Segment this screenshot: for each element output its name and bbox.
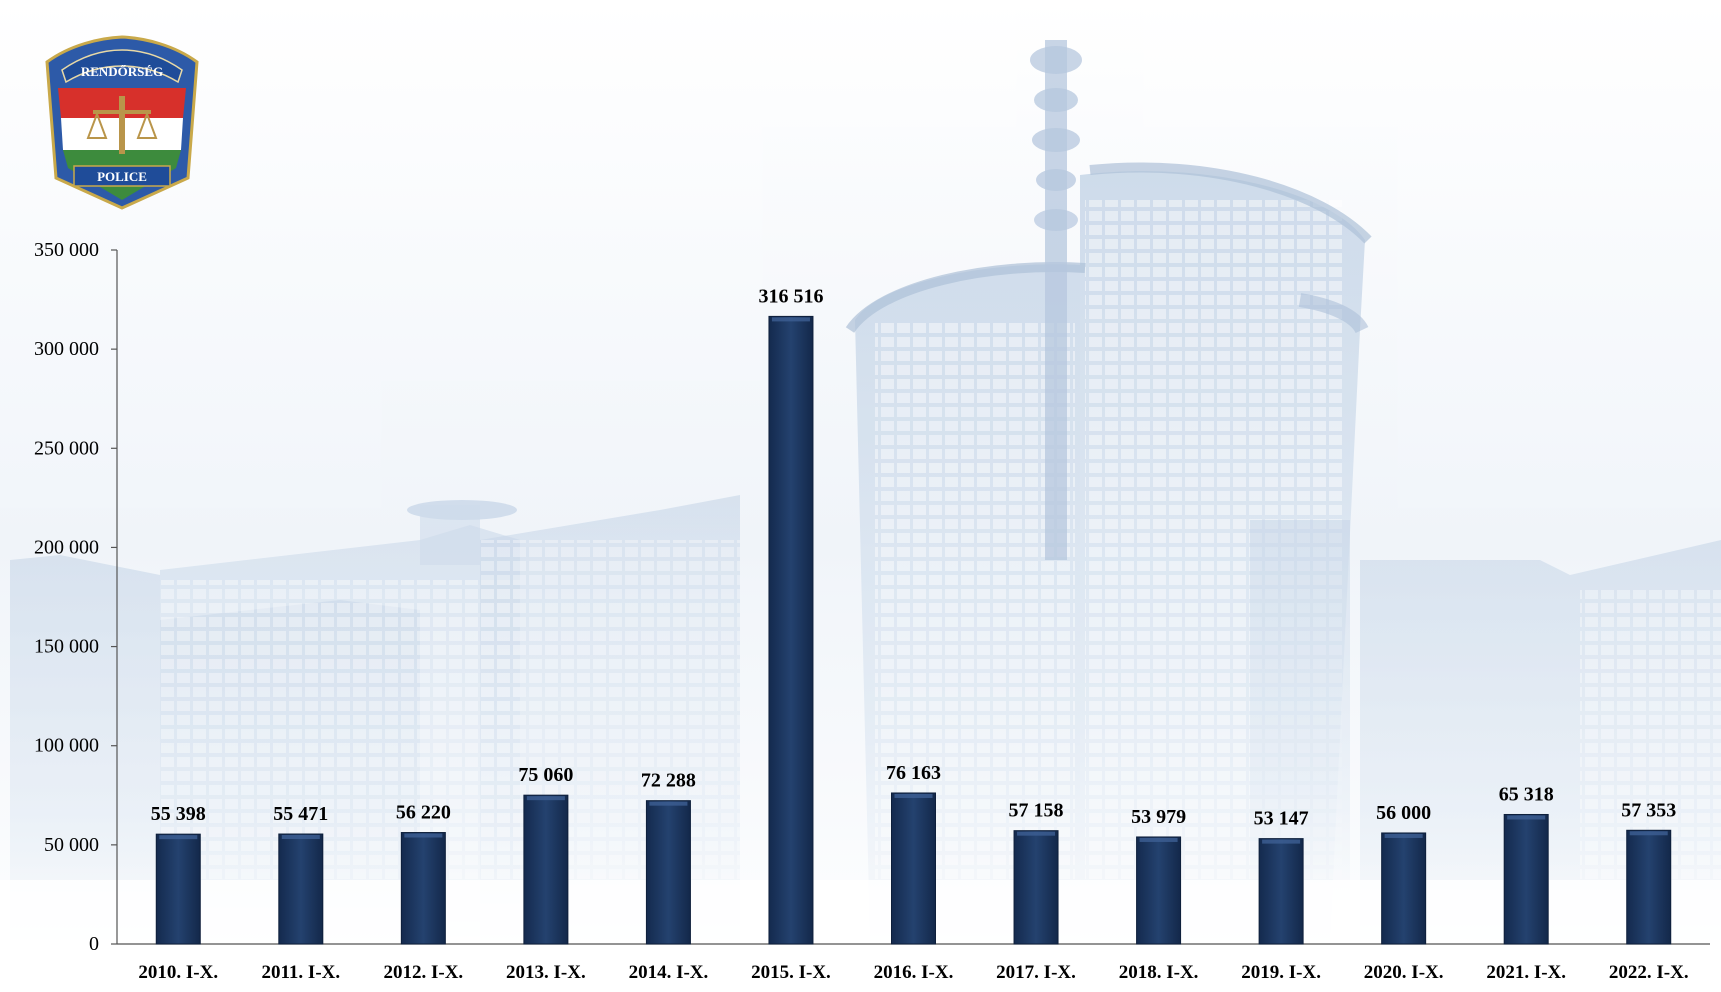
x-tick-label: 2014. I-X. — [629, 962, 709, 983]
y-tick-label: 50 000 — [44, 834, 99, 856]
x-tick-label: 2022. I-X. — [1609, 962, 1689, 983]
x-tick-label: 2010. I-X. — [138, 962, 218, 983]
y-tick-label: 150 000 — [34, 636, 99, 658]
logo-bottom-text: POLICE — [97, 169, 147, 184]
bar — [155, 833, 201, 945]
data-label: 57 353 — [1621, 799, 1676, 821]
bar — [1381, 832, 1427, 945]
bar — [1258, 838, 1304, 945]
bar-highlight — [526, 796, 565, 801]
data-label: 56 220 — [396, 802, 451, 824]
data-label: 55 398 — [151, 803, 206, 825]
x-tick-label: 2012. I-X. — [383, 962, 463, 983]
bar — [1503, 813, 1549, 945]
data-label: 75 060 — [518, 764, 573, 786]
logo-top-text: RENDŐRSÉG — [81, 64, 163, 79]
data-label: 53 147 — [1254, 808, 1309, 830]
bar — [1136, 836, 1182, 945]
data-label: 57 158 — [1009, 800, 1064, 822]
y-tick-label: 300 000 — [34, 338, 99, 360]
data-labels: 55 398 55 471 56 220 75 060 72 288 316 516 76 … — [151, 285, 1676, 829]
bar — [891, 792, 936, 945]
x-tick-label: 2018. I-X. — [1119, 962, 1199, 983]
bar-highlight — [159, 835, 198, 840]
data-label: 72 288 — [641, 770, 696, 792]
x-tick-label: 2013. I-X. — [506, 962, 586, 983]
y-tick-label: 350 000 — [34, 239, 99, 261]
x-tick-label: 2020. I-X. — [1364, 962, 1444, 983]
bar-highlight — [894, 793, 933, 798]
data-label: 55 471 — [273, 803, 328, 825]
x-tick-label: 2016. I-X. — [874, 962, 954, 983]
x-tick-label: 2017. I-X. — [996, 962, 1076, 983]
bar-highlight — [404, 833, 443, 838]
bar-highlight — [1139, 837, 1178, 842]
bar-highlight — [1507, 815, 1546, 820]
y-tick-label: 100 000 — [34, 735, 99, 757]
bar — [1626, 829, 1672, 945]
data-label: 65 318 — [1499, 783, 1554, 805]
bar — [645, 800, 691, 945]
bar — [523, 794, 569, 945]
x-tick-label: 2019. I-X. — [1241, 962, 1321, 983]
data-label: 76 163 — [886, 762, 941, 784]
y-tick-label: 250 000 — [34, 437, 99, 459]
bar-series — [155, 315, 1672, 945]
bar — [1013, 830, 1059, 945]
data-label: 56 000 — [1376, 802, 1431, 824]
y-axis-ticks: 0 50 000 100 000 150 000 200 000 250 000 300 0… — [34, 239, 117, 955]
bar-highlight — [1629, 831, 1668, 836]
chart-axes: 0 50 000 100 000 150 000 200 000 250 000 300 0… — [34, 239, 1710, 955]
x-tick-label: 2015. I-X. — [751, 962, 831, 983]
x-axis-labels: 2010. I-X. 2011. I-X. 2012. I-X. 2013. I-X.… — [138, 962, 1688, 983]
bar-highlight — [649, 801, 688, 806]
bar-highlight — [771, 317, 810, 322]
police-emblem-logo: RENDŐRSÉG POLICE — [45, 35, 199, 210]
bar — [278, 833, 324, 945]
data-label: 316 516 — [758, 285, 823, 307]
x-tick-label: 2021. I-X. — [1486, 962, 1566, 983]
bar — [768, 315, 814, 945]
y-tick-label: 200 000 — [34, 536, 99, 558]
bar-highlight — [1017, 831, 1056, 836]
bar-highlight — [281, 835, 320, 840]
bar — [400, 832, 446, 945]
y-tick-label: 0 — [89, 933, 99, 955]
bar-highlight — [1384, 833, 1423, 838]
data-label: 53 979 — [1131, 806, 1186, 828]
bar-highlight — [1262, 839, 1301, 844]
x-tick-label: 2011. I-X. — [261, 962, 340, 983]
